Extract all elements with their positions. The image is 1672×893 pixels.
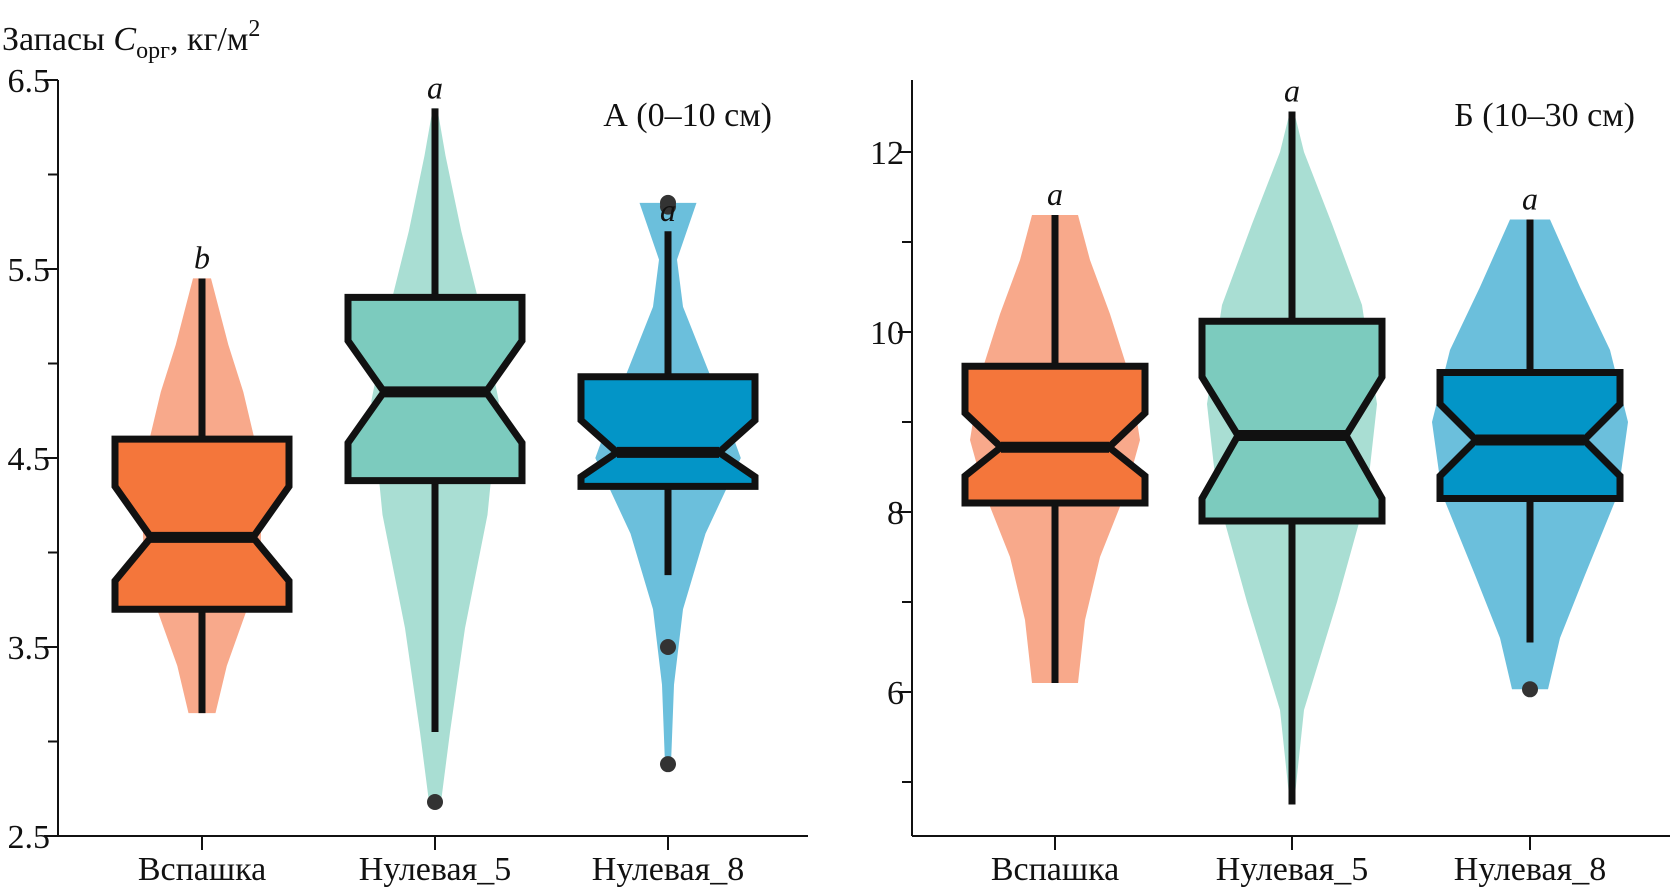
y-axis-label-subscript: орг — [136, 38, 170, 64]
significance-letter: b — [194, 239, 210, 275]
y-axis-label: Запасы Cорг, кг/м2 — [2, 16, 260, 64]
notched-box — [111, 435, 293, 613]
x-category-label: Вспашка — [991, 851, 1119, 888]
outlier-point — [660, 194, 676, 211]
x-category-label: Нулевая_5 — [1216, 851, 1368, 888]
y-tick-label: 2.5 — [8, 819, 51, 856]
group-Нулевая_5: a Нулевая_5 — [344, 69, 526, 888]
outlier-point — [660, 756, 676, 773]
y-axis-label-suffix: , кг/м — [170, 21, 248, 58]
y-axis-label-symbol: C — [113, 21, 136, 58]
y-tick-label: 12 — [870, 135, 904, 172]
y-tick-label: 10 — [870, 315, 904, 352]
panel-label: Б (10–30 см) — [1454, 97, 1635, 134]
significance-letter: a — [427, 69, 443, 105]
x-category-label: Вспашка — [138, 851, 266, 888]
outlier-point — [427, 793, 443, 810]
x-category-label: Нулевая_5 — [359, 851, 511, 888]
significance-letter: a — [1522, 181, 1538, 217]
panel-2: 6 8 10 12 Б (10–30 см) a Вспашка a Нулевая_5 a Нул… — [870, 73, 1670, 888]
group-Нулевая_8: a Нулевая_8 — [1432, 181, 1628, 888]
significance-letter: a — [660, 192, 676, 228]
y-tick-label: 3.5 — [8, 630, 51, 667]
group-Вспашка: a Вспашка — [961, 176, 1149, 888]
outlier-point — [660, 639, 676, 655]
significance-letter: a — [1284, 73, 1300, 109]
y-tick-label: 4.5 — [8, 441, 51, 478]
group-Нулевая_8: a Нулевая_8 — [577, 192, 759, 888]
notched-box — [961, 362, 1149, 507]
y-tick-label: 8 — [887, 495, 904, 532]
significance-letter: a — [1047, 176, 1063, 212]
y-axis-label-prefix: Запасы — [2, 21, 113, 58]
y-tick-label: 6.5 — [8, 63, 51, 100]
panel-1: 2.5 3.5 4.5 5.5 6.5 А (0–10 см) b Вспашка a Нулев… — [8, 63, 808, 888]
notched-box — [577, 373, 759, 490]
group-Вспашка: b Вспашка — [111, 239, 293, 888]
y-tick-label: 5.5 — [8, 252, 51, 289]
notched-box — [1198, 317, 1386, 525]
x-category-label: Нулевая_8 — [592, 851, 744, 888]
outlier-point — [1522, 681, 1538, 698]
y-tick-label: 6 — [887, 675, 904, 712]
group-Нулевая_5: a Нулевая_5 — [1198, 73, 1386, 888]
panel-label: А (0–10 см) — [603, 97, 772, 134]
y-axis-label-superscript: 2 — [248, 16, 260, 42]
x-category-label: Нулевая_8 — [1454, 851, 1606, 888]
